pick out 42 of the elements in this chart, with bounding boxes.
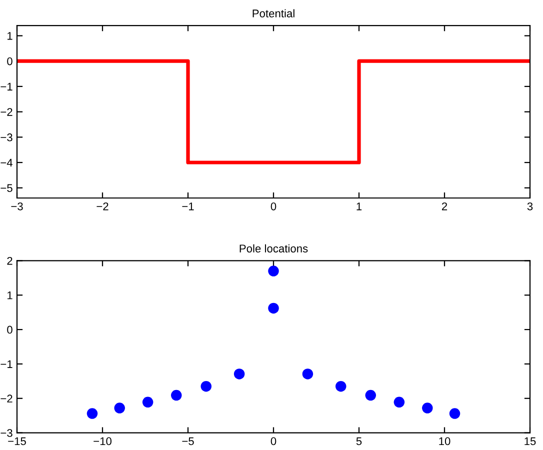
x-tick-label: −2 [96, 202, 108, 210]
point [268, 302, 279, 314]
y-tick-label: −3 [0, 133, 12, 142]
x-tick-label: 0 [270, 437, 276, 446]
point [449, 408, 460, 419]
x-tick-label: 2 [442, 202, 448, 210]
x-tick-label: 1 [356, 202, 362, 210]
y-tick-label: −3 [0, 429, 12, 437]
point [302, 368, 314, 380]
x-tick-label: 15 [524, 437, 536, 446]
chart-title: Potential [252, 9, 294, 18]
y-tick-label: −4 [0, 158, 13, 167]
y-tick-label: −2 [0, 108, 12, 116]
x-tick-label: 0 [270, 202, 276, 210]
y-tick-label: −2 [0, 394, 12, 402]
x-tick-label: −10 [94, 437, 112, 446]
x-tick-label: 3 [527, 202, 533, 210]
chart-title: Pole locations [240, 244, 308, 252]
point [86, 408, 98, 419]
point [234, 368, 245, 380]
y-tick-label: −1 [0, 82, 12, 90]
point [335, 380, 346, 392]
x-tick-label: −1 [182, 202, 194, 210]
y-tick-label: −1 [0, 360, 12, 368]
y-tick-label: 2 [7, 256, 12, 265]
y-tick-label: 0 [7, 326, 12, 334]
y-tick-label: 1 [8, 292, 12, 300]
point [268, 266, 279, 276]
y-tick-label: −5 [0, 184, 12, 192]
point [394, 396, 405, 408]
x-tick-label: −5 [182, 437, 194, 446]
x-tick-label: 10 [439, 437, 450, 446]
x-tick-label: −15 [8, 437, 26, 446]
point [422, 402, 433, 414]
point [365, 390, 376, 401]
point [170, 390, 182, 401]
point [200, 380, 212, 392]
point [114, 402, 125, 414]
point [142, 396, 154, 408]
x-tick-label: 5 [356, 437, 362, 446]
y-tick-label: 0 [7, 57, 12, 66]
y-tick-label: 1 [8, 32, 12, 40]
